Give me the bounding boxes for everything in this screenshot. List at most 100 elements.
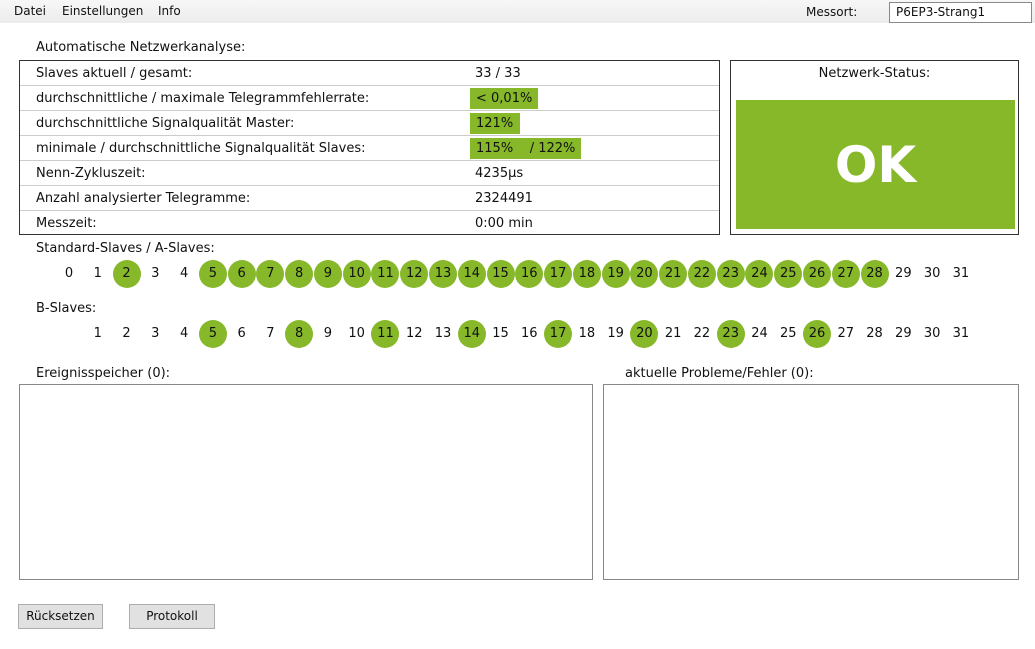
slave-slot-5[interactable]: 5: [198, 320, 227, 348]
slave-slot-25[interactable]: 25: [779, 326, 797, 341]
menu-info[interactable]: Info: [158, 4, 181, 18]
slave-slot-19[interactable]: 19: [607, 326, 624, 341]
slave-slot-26[interactable]: 26: [803, 260, 832, 288]
slave-slot-28[interactable]: 28: [860, 260, 889, 288]
reset-button[interactable]: Rücksetzen: [18, 604, 103, 629]
row-label: minimale / durchschnittliche Signalquali…: [36, 141, 366, 156]
slave-slot-5[interactable]: 5: [198, 260, 227, 288]
slave-slot-20[interactable]: 20: [630, 320, 659, 348]
slave-slot-2[interactable]: 2: [122, 326, 131, 341]
slave-slot-13[interactable]: 13: [429, 260, 457, 288]
slave-slot-1[interactable]: 1: [93, 266, 102, 281]
slave-slot-11[interactable]: 11: [371, 320, 400, 348]
analysis-row: minimale / durchschnittliche Signalquali…: [20, 136, 719, 161]
slave-slot-26[interactable]: 26: [803, 320, 832, 348]
slave-slot-30[interactable]: 30: [923, 266, 941, 281]
slave-slot-10[interactable]: 10: [342, 260, 371, 288]
b-slaves-label: B-Slaves:: [36, 301, 97, 316]
slave-slot-13[interactable]: 13: [434, 326, 452, 341]
slave-slot-1[interactable]: 1: [93, 326, 102, 341]
slave-slot-22[interactable]: 22: [693, 326, 711, 341]
row-value: 0:00 min: [475, 216, 533, 231]
row-label: durchschnittliche Signalqualität Master:: [36, 116, 295, 131]
slave-slot-29[interactable]: 29: [895, 326, 912, 341]
menu-einstellungen[interactable]: Einstellungen: [62, 4, 144, 18]
analysis-title: Automatische Netzwerkanalyse:: [36, 40, 246, 55]
menu-datei[interactable]: Datei: [14, 4, 47, 18]
row-label: durchschnittliche / maximale Telegrammfe…: [36, 91, 370, 106]
slave-slot-7[interactable]: 7: [266, 326, 275, 341]
slave-slot-3[interactable]: 3: [151, 326, 160, 341]
row-value: 33 / 33: [475, 66, 521, 81]
slave-slot-15[interactable]: 15: [486, 260, 515, 288]
slave-slot-18[interactable]: 18: [572, 260, 601, 288]
slave-slot-4[interactable]: 4: [179, 326, 189, 341]
slave-slot-4[interactable]: 4: [179, 266, 189, 281]
slave-slot-31[interactable]: 31: [952, 326, 970, 341]
row-value-bar: 115% / 122%: [470, 138, 582, 159]
protocol-button[interactable]: Protokoll: [129, 604, 215, 629]
slave-slot-20[interactable]: 20: [630, 260, 659, 288]
a-slaves-label: Standard-Slaves / A-Slaves:: [36, 241, 215, 256]
slave-slot-3[interactable]: 3: [151, 266, 160, 281]
analysis-table: Slaves aktuell / gesamt: 33 / 33 durchschn…: [19, 60, 720, 235]
analysis-row: Slaves aktuell / gesamt: 33 / 33: [20, 61, 719, 86]
slave-slot-10[interactable]: 10: [348, 326, 365, 341]
network-status-panel: Netzwerk-Status: OK: [730, 60, 1019, 235]
slave-slot-28[interactable]: 28: [866, 326, 883, 341]
menu-bar: Datei Einstellungen Info Messort: P6EP3-…: [0, 0, 1035, 23]
slave-slot-15[interactable]: 15: [492, 326, 509, 341]
slave-slot-12[interactable]: 12: [405, 326, 423, 341]
slave-slot-17[interactable]: 17: [544, 320, 573, 348]
slave-slot-18[interactable]: 18: [578, 326, 596, 341]
slave-slot-8[interactable]: 8: [285, 320, 314, 348]
slave-slot-14[interactable]: 14: [457, 320, 486, 348]
slave-slot-23[interactable]: 23: [716, 320, 745, 348]
slave-slot-9[interactable]: 9: [313, 260, 342, 288]
analysis-row: durchschnittliche / maximale Telegrammfe…: [20, 86, 719, 111]
slave-slot-29[interactable]: 29: [895, 266, 912, 281]
slave-slot-16[interactable]: 16: [515, 260, 544, 288]
slave-slot-24[interactable]: 24: [751, 326, 768, 341]
slave-slot-7[interactable]: 7: [256, 260, 285, 288]
analysis-row: Messzeit: 0:00 min: [20, 211, 719, 236]
row-label: Anzahl analysierter Telegramme:: [36, 191, 251, 206]
slave-slot-19[interactable]: 19: [601, 260, 630, 288]
slave-slot-21[interactable]: 21: [659, 260, 688, 288]
slave-slot-27[interactable]: 27: [837, 326, 855, 341]
row-label: Slaves aktuell / gesamt:: [36, 66, 193, 81]
slave-slot-9[interactable]: 9: [323, 326, 333, 341]
slave-slot-30[interactable]: 30: [923, 326, 941, 341]
slave-slot-12[interactable]: 12: [400, 260, 429, 288]
row-value-bar: 121%: [470, 113, 520, 134]
messort-input[interactable]: P6EP3-Strang1: [889, 2, 1032, 23]
slave-slot-22[interactable]: 22: [687, 260, 716, 288]
events-label: Ereignisspeicher (0):: [36, 366, 171, 381]
problems-list[interactable]: [603, 384, 1019, 580]
slave-slot-14[interactable]: 14: [457, 260, 486, 288]
row-label: Messzeit:: [36, 216, 97, 231]
slave-slot-0[interactable]: 0: [64, 266, 74, 281]
slave-slot-2[interactable]: 2: [112, 260, 141, 288]
slave-slot-8[interactable]: 8: [285, 260, 314, 288]
problems-label: aktuelle Probleme/Fehler (0):: [625, 366, 814, 381]
row-value-bar: < 0,01%: [470, 88, 539, 109]
slave-slot-31[interactable]: 31: [952, 266, 970, 281]
slave-slot-27[interactable]: 27: [831, 260, 860, 288]
slave-slot-21[interactable]: 21: [664, 326, 682, 341]
analysis-row: durchschnittliche Signalqualität Master:…: [20, 111, 719, 136]
network-status-indicator: OK: [736, 100, 1015, 229]
slave-slot-25[interactable]: 25: [774, 260, 803, 288]
slave-slot-11[interactable]: 11: [371, 260, 400, 288]
slave-slot-6[interactable]: 6: [237, 326, 246, 341]
row-value: 2324491: [475, 191, 533, 206]
analysis-row: Nenn-Zykluszeit: 4235µs: [20, 161, 719, 186]
row-value: 4235µs: [475, 166, 524, 181]
slave-slot-17[interactable]: 17: [544, 260, 573, 288]
messort-label: Messort:: [806, 5, 858, 19]
slave-slot-16[interactable]: 16: [521, 326, 538, 341]
slave-slot-23[interactable]: 23: [716, 260, 745, 288]
events-list[interactable]: [19, 384, 593, 580]
slave-slot-24[interactable]: 24: [745, 260, 774, 288]
slave-slot-6[interactable]: 6: [227, 260, 256, 288]
